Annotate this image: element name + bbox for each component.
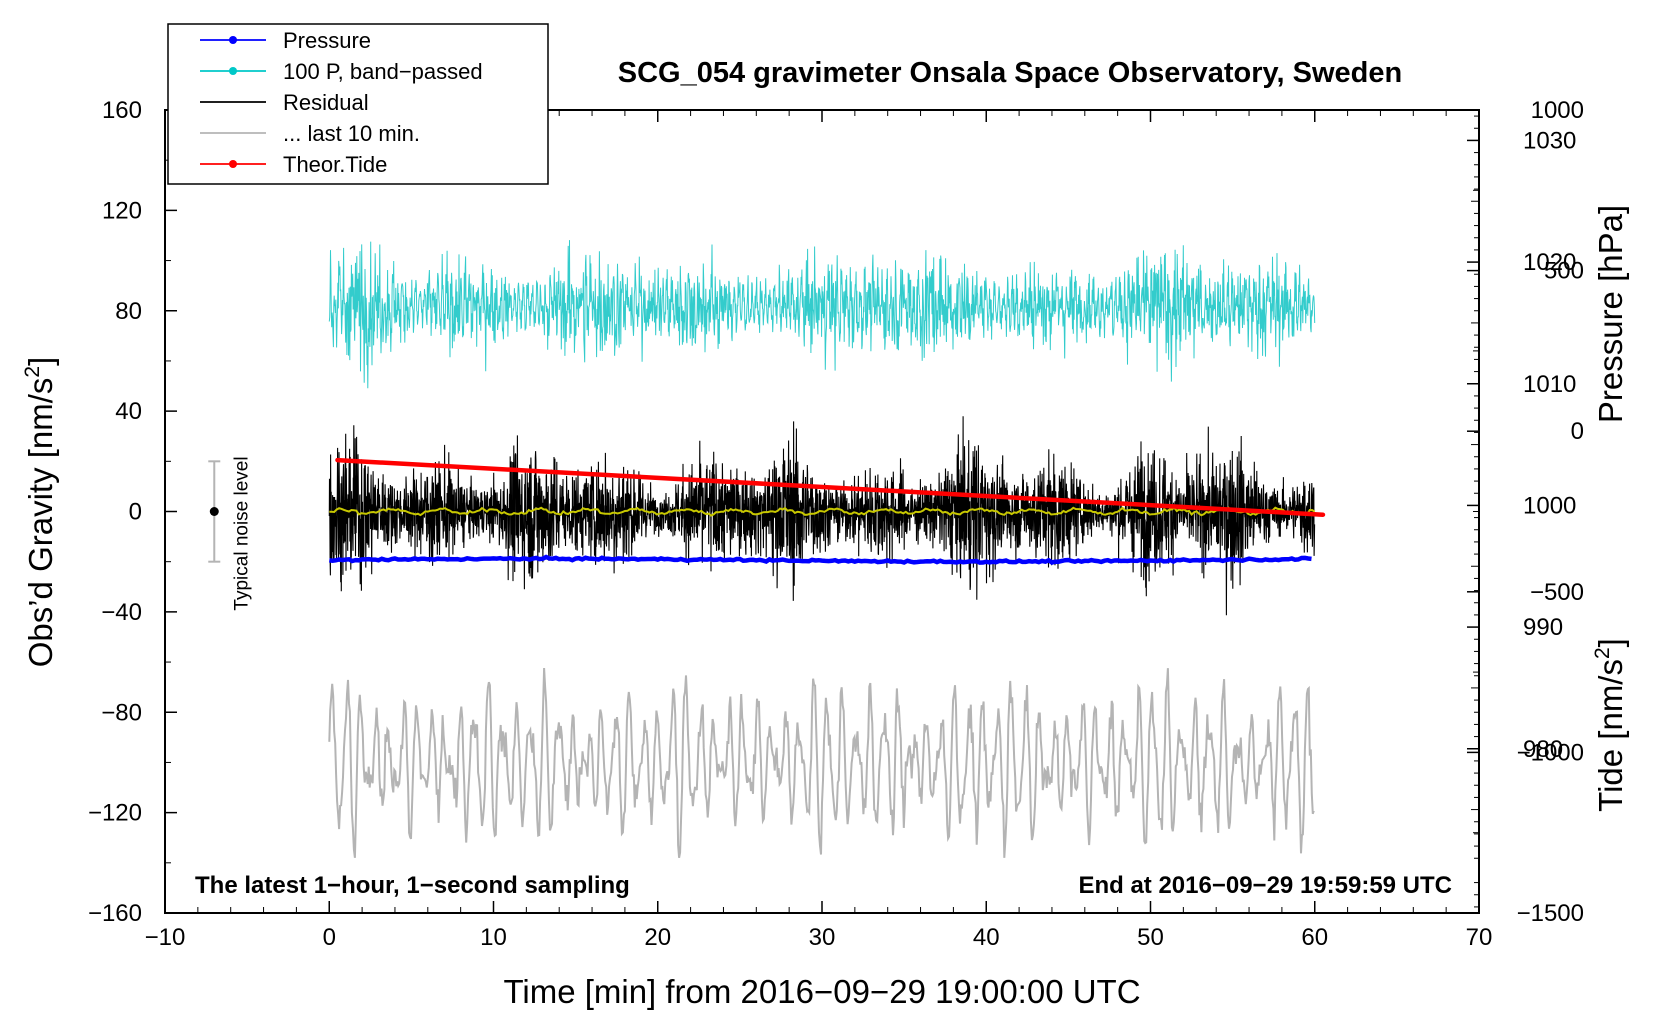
legend-label: 100 P, band−passed: [283, 59, 483, 84]
legend-label: Residual: [283, 90, 369, 115]
tide-tick-label: 500: [1544, 258, 1584, 285]
legend-item: ... last 10 min.: [200, 121, 420, 146]
pressure-tick-label: 1020: [1523, 249, 1576, 276]
series-pressure: [329, 554, 1312, 565]
x-axis-ticks: −10 0 10 20 30 40 50 60 70: [145, 110, 1493, 951]
y-axis-label-superscript: 2: [21, 366, 44, 378]
y-axis-label-pressure: Pressure [hPa]: [1592, 205, 1629, 423]
tide-axis-ticks: 1000 500 0 −500 −1000 −1500: [1467, 97, 1584, 927]
x-tick-label: 40: [973, 924, 1000, 951]
legend-box: [167, 23, 549, 185]
x-tick-label: 60: [1301, 924, 1328, 951]
y-tick-label: −120: [88, 800, 142, 827]
legend-label: Pressure: [283, 28, 371, 53]
tide-tick-label: 1000: [1531, 97, 1584, 124]
noise-level-label: Typical noise level: [231, 456, 252, 610]
series-residual-smoothed: [329, 506, 1316, 517]
tide-label-superscript: 2: [1591, 647, 1614, 659]
x-tick-label: 0: [323, 924, 336, 951]
x-tick-label: −10: [145, 924, 186, 951]
tide-tick-label: −500: [1530, 579, 1584, 606]
legend: Pressure 100 P, band−passed Residual ... la…: [167, 23, 549, 185]
legend-label: ... last 10 min.: [283, 121, 420, 146]
annotation-sampling: The latest 1−hour, 1−second sampling: [195, 872, 630, 899]
legend-item: Pressure: [200, 28, 371, 53]
y-tick-label: 0: [129, 499, 142, 526]
legend-marker: [229, 160, 237, 168]
legend-item: 100 P, band−passed: [200, 59, 483, 84]
x-tick-label: 30: [809, 924, 836, 951]
tide-tick-label: −1000: [1517, 739, 1584, 766]
x-tick-label: 50: [1137, 924, 1164, 951]
left-y-axis-ticks: 160 120 80 40 0 −40 −80 −120 −160: [88, 97, 177, 927]
noise-bar-center-dot: [209, 507, 219, 516]
tide-tick-label: −1500: [1517, 900, 1584, 927]
legend-label: Theor.Tide: [283, 152, 387, 177]
pressure-tick-label: 1030: [1523, 127, 1576, 154]
annotation-end-time: End at 2016−09−29 19:59:59 UTC: [1078, 872, 1452, 899]
series-residual: [328, 416, 1316, 616]
pressure-tick-label: 1000: [1523, 492, 1576, 519]
series-last-10-min: [328, 667, 1315, 858]
pressure-tick-label: 980: [1523, 736, 1563, 763]
legend-item: Theor.Tide: [200, 152, 387, 177]
y-tick-label: 120: [102, 197, 142, 224]
y-tick-label: −80: [101, 699, 142, 726]
y-tick-label: −40: [101, 599, 142, 626]
plot-data-area: [328, 240, 1326, 858]
legend-marker: [229, 36, 237, 44]
x-tick-label: 70: [1466, 924, 1493, 951]
noise-level-indicator: Typical noise level: [208, 456, 252, 611]
y-axis-label-tide: Tide [nm/s2]: [1591, 638, 1629, 812]
pressure-tick-label: 1010: [1523, 371, 1576, 398]
y-tick-label: −160: [88, 900, 142, 927]
x-axis-label: Time [min] from 2016−09−29 19:00:00 UTC: [503, 973, 1140, 1010]
x-tick-label: 20: [644, 924, 671, 951]
series-band-passed-pressure: [328, 240, 1316, 389]
legend-item: Residual: [200, 90, 369, 115]
pressure-tick-label: 990: [1523, 614, 1563, 641]
series-theoretical-tide: [335, 457, 1326, 517]
chart-title: SCG_054 gravimeter Onsala Space Observat…: [618, 57, 1402, 89]
tide-tick-label: 0: [1571, 418, 1584, 445]
y-tick-label: 80: [115, 298, 142, 325]
x-tick-label: 10: [480, 924, 507, 951]
y-tick-label: 160: [102, 97, 142, 124]
pressure-axis-ticks: 1030 1020 1010 1000 990 980: [1467, 115, 1576, 908]
y-axis-label-gravity: Obs’d Gravity [nm/s2]: [21, 357, 59, 668]
legend-marker: [229, 67, 237, 75]
y-tick-label: 40: [115, 398, 142, 425]
